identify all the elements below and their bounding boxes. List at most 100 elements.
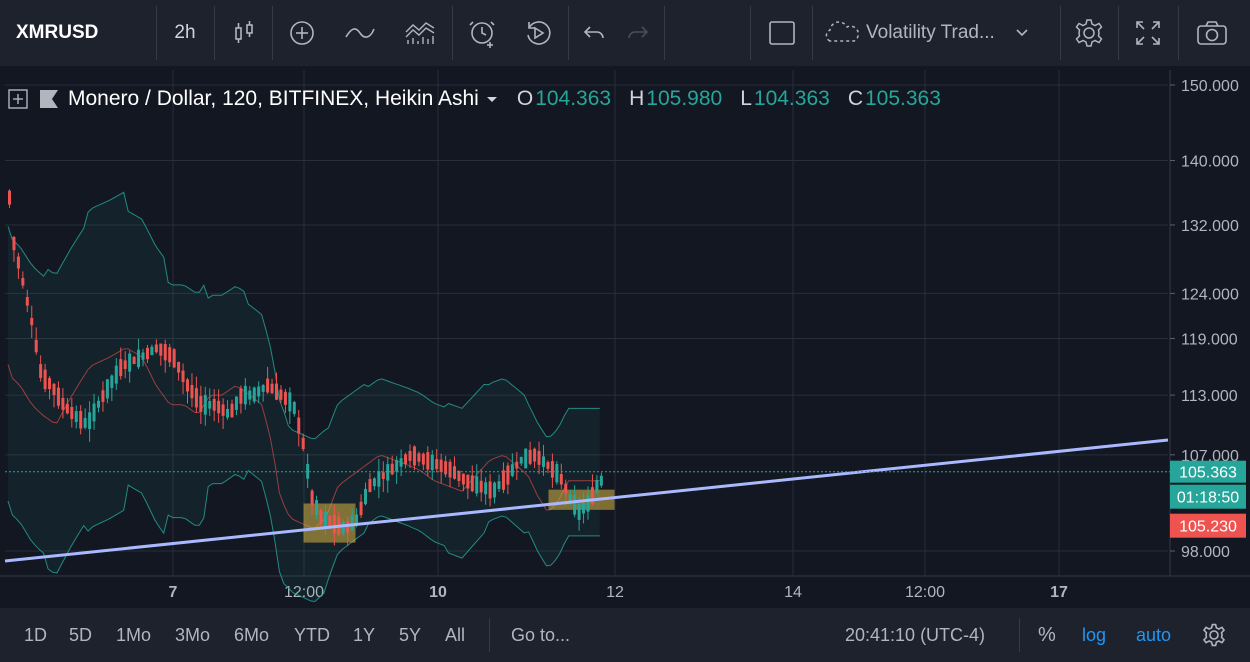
candle bbox=[417, 451, 421, 467]
candle bbox=[74, 405, 78, 429]
auto-scale-toggle[interactable]: auto bbox=[1136, 624, 1172, 645]
alert-button[interactable] bbox=[456, 6, 510, 60]
open-label: O bbox=[516, 87, 534, 110]
candle-body bbox=[297, 417, 301, 434]
toolbar-divider bbox=[1118, 6, 1119, 60]
candle bbox=[56, 381, 60, 409]
candle bbox=[533, 447, 537, 469]
interval-button[interactable]: 2h bbox=[174, 22, 196, 43]
candle bbox=[323, 504, 327, 535]
snapshot-button[interactable] bbox=[1180, 6, 1244, 60]
fullscreen-button[interactable] bbox=[1120, 6, 1176, 60]
candle-body bbox=[292, 401, 296, 414]
candle-body bbox=[79, 410, 83, 429]
candle-body bbox=[408, 450, 412, 461]
candle bbox=[599, 472, 603, 488]
candle-body bbox=[435, 459, 439, 470]
candle-body bbox=[479, 480, 483, 493]
close-label: C bbox=[847, 87, 863, 110]
candle bbox=[466, 474, 470, 499]
candle-body bbox=[203, 395, 207, 415]
candle-body bbox=[105, 379, 109, 399]
candle bbox=[190, 373, 194, 408]
candle-body bbox=[150, 346, 154, 356]
add-indicator-icon bbox=[290, 21, 314, 45]
candle-body bbox=[181, 370, 185, 383]
flag-icon[interactable] bbox=[38, 89, 60, 109]
candle-body bbox=[515, 461, 519, 469]
alert-icon bbox=[469, 21, 495, 48]
study-template-button[interactable]: Volatility Trad... bbox=[816, 6, 1060, 60]
candle bbox=[435, 448, 439, 473]
candle-body bbox=[252, 387, 256, 402]
chart-background bbox=[0, 66, 1250, 608]
candle-body bbox=[568, 494, 572, 501]
bottom-toolbar: 1D 5D 1Mo 3Mo 6Mo YTD 1Y 5Y All Go to...… bbox=[0, 608, 1250, 662]
price-chart[interactable]: 150.000 140.000 132.000 124.000 119.000 113.0… bbox=[0, 66, 1250, 608]
range-1y[interactable]: 1Y bbox=[353, 624, 376, 645]
range-all[interactable]: All bbox=[445, 624, 466, 645]
candle bbox=[448, 459, 452, 488]
caret-down-icon[interactable] bbox=[485, 94, 499, 104]
candle bbox=[426, 446, 430, 477]
symbol-title[interactable]: Monero / Dollar, 120, BITFINEX, Heikin A… bbox=[68, 87, 479, 110]
candle-body bbox=[475, 476, 479, 494]
candle bbox=[243, 378, 247, 410]
log-scale-toggle[interactable]: log bbox=[1082, 624, 1107, 645]
candle bbox=[501, 462, 505, 494]
range-5y[interactable]: 5Y bbox=[399, 624, 422, 645]
range-5d[interactable]: 5D bbox=[69, 624, 93, 645]
range-ytd[interactable]: YTD bbox=[294, 624, 330, 645]
candle bbox=[515, 452, 519, 481]
candle bbox=[381, 461, 385, 493]
range-3mo[interactable]: 3Mo bbox=[175, 624, 211, 645]
range-1d[interactable]: 1D bbox=[24, 624, 48, 645]
undo-icon bbox=[583, 26, 604, 39]
percent-scale-toggle[interactable]: % bbox=[1038, 623, 1056, 646]
goto-button[interactable]: Go to... bbox=[511, 624, 571, 645]
candle-body bbox=[315, 500, 319, 515]
candle bbox=[595, 475, 599, 495]
clock-time[interactable]: 20:41:10 (UTC-4) bbox=[845, 624, 986, 645]
replay-button[interactable] bbox=[512, 6, 564, 60]
toolbar-divider bbox=[568, 6, 569, 60]
candle bbox=[150, 344, 154, 356]
chart-type-button[interactable] bbox=[218, 6, 270, 60]
candle bbox=[88, 401, 92, 442]
undo-button[interactable] bbox=[572, 6, 616, 60]
symbol-button[interactable]: XMRUSD bbox=[16, 22, 99, 43]
trend-line bbox=[4, 438, 1169, 563]
drawing-rect-button[interactable] bbox=[754, 6, 810, 60]
indicators-button[interactable] bbox=[276, 6, 328, 60]
candle-body bbox=[101, 390, 105, 402]
candle-body bbox=[484, 482, 488, 495]
chart-settings-button[interactable] bbox=[1202, 608, 1226, 662]
settings-button[interactable] bbox=[1062, 6, 1116, 60]
chart-legend: Monero / Dollar, 120, BITFINEX, Heikin A… bbox=[8, 84, 941, 114]
candle-body bbox=[595, 479, 599, 493]
plus-square-icon[interactable] bbox=[8, 89, 28, 109]
candle-body bbox=[8, 190, 11, 205]
candle bbox=[506, 462, 510, 495]
candle-body bbox=[239, 388, 243, 404]
candle-body bbox=[501, 470, 505, 490]
candle-body bbox=[564, 483, 568, 494]
candle bbox=[119, 347, 123, 380]
candle bbox=[279, 385, 283, 403]
candle-body bbox=[497, 481, 501, 489]
redo-button[interactable] bbox=[616, 6, 660, 60]
candle bbox=[377, 458, 381, 499]
candle-body bbox=[194, 388, 198, 408]
x-tick-label: 12 bbox=[606, 584, 624, 601]
candle-body bbox=[186, 379, 189, 392]
candle bbox=[310, 488, 314, 515]
chart-pane[interactable]: 150.000 140.000 132.000 124.000 119.000 113.0… bbox=[0, 66, 1250, 608]
candle-body bbox=[154, 344, 158, 353]
candle bbox=[70, 398, 74, 428]
line-tool-button[interactable] bbox=[332, 6, 388, 60]
range-6mo[interactable]: 6Mo bbox=[234, 624, 270, 645]
toolbar-divider bbox=[156, 6, 157, 60]
range-1mo[interactable]: 1Mo bbox=[116, 624, 152, 645]
candle-body bbox=[542, 456, 545, 467]
compare-button[interactable] bbox=[392, 6, 448, 60]
